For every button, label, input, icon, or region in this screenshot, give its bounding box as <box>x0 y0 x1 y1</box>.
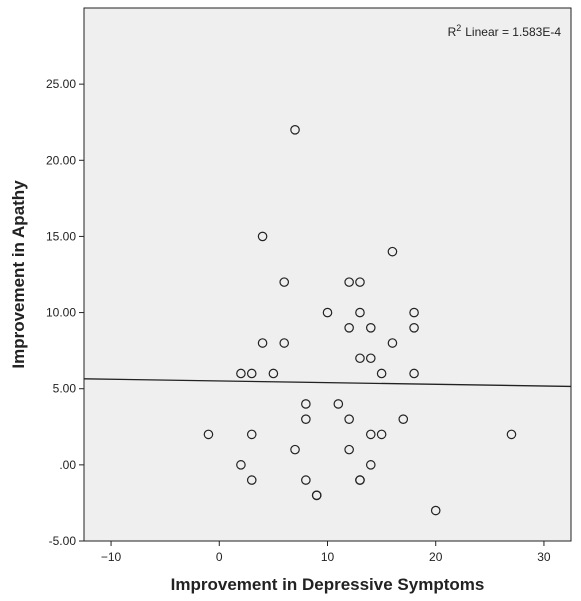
data-point <box>365 429 376 440</box>
data-point <box>333 399 344 409</box>
y-axis-title: Improvement in Apathy <box>9 180 28 369</box>
data-point <box>236 368 246 379</box>
y-axis: -5.00 .00 5.00 10.00 15.00 20.00 25.00 <box>46 77 84 548</box>
data-point <box>290 444 300 455</box>
data-point <box>398 414 409 424</box>
y-tick-label: 5.00 <box>53 382 77 396</box>
data-point <box>268 368 279 379</box>
data-point <box>409 307 419 318</box>
data-point <box>290 125 300 135</box>
data-point <box>344 444 354 455</box>
data-point <box>387 246 398 257</box>
r2-annotation: R2 Linear = 1.583E-4 <box>448 23 562 39</box>
x-axis-title: Improvement in Depressive Symptoms <box>171 575 485 594</box>
data-point <box>355 353 365 364</box>
data-point <box>301 475 311 485</box>
x-tick-label: −10 <box>101 550 122 564</box>
x-tick-label: 0 <box>216 550 223 564</box>
y-tick-label: 15.00 <box>46 229 76 243</box>
data-point <box>355 307 365 318</box>
linear-fit-line <box>83 378 572 388</box>
y-tick-label: 25.00 <box>46 77 76 91</box>
data-point <box>365 460 376 470</box>
data-point <box>376 368 387 379</box>
x-tick-label: 10 <box>321 550 335 564</box>
data-point <box>257 231 268 242</box>
data-point <box>365 322 376 333</box>
data-point <box>246 475 257 485</box>
data-point <box>301 399 311 409</box>
data-point <box>322 307 333 318</box>
x-tick-label: 30 <box>537 550 551 564</box>
data-point <box>246 368 257 379</box>
data-point <box>344 277 354 287</box>
data-point <box>301 414 311 424</box>
data-point <box>355 475 365 485</box>
data-point <box>376 429 387 440</box>
data-point <box>203 429 214 440</box>
y-tick-label: 20.00 <box>46 153 76 167</box>
data-points <box>203 125 517 516</box>
data-point <box>236 460 246 470</box>
data-point <box>409 322 419 333</box>
data-point <box>344 322 354 333</box>
r2-value: Linear = 1.583E-4 <box>465 25 561 39</box>
y-tick-label: -5.00 <box>49 534 77 548</box>
data-point <box>365 353 376 364</box>
data-point <box>344 414 354 424</box>
data-point <box>409 368 419 379</box>
x-tick-label: 20 <box>429 550 443 564</box>
r2-label: R <box>448 25 457 39</box>
y-tick-label: .00 <box>59 458 76 472</box>
data-point <box>387 338 398 348</box>
data-point <box>279 277 290 287</box>
data-point <box>355 277 365 287</box>
r2-superscript: 2 <box>456 23 461 33</box>
data-point <box>246 429 257 440</box>
data-point <box>279 338 290 348</box>
data-point <box>257 338 268 348</box>
data-point <box>506 429 517 440</box>
y-tick-label: 10.00 <box>46 306 76 320</box>
data-point <box>430 505 441 516</box>
plot-area <box>83 7 572 542</box>
x-axis: −10 0 10 20 30 <box>101 541 551 564</box>
data-point <box>311 490 322 501</box>
